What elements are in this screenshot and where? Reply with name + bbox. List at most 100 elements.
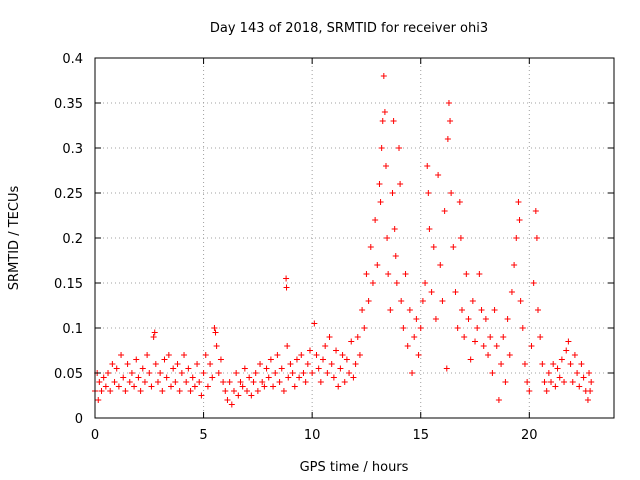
data-point bbox=[511, 262, 518, 268]
data-point bbox=[183, 379, 190, 385]
data-point bbox=[311, 320, 318, 327]
data-point bbox=[135, 374, 142, 381]
data-point bbox=[226, 379, 233, 385]
data-point bbox=[215, 370, 222, 376]
data-point bbox=[419, 298, 426, 304]
data-point bbox=[96, 379, 103, 385]
data-point bbox=[426, 226, 433, 232]
data-point bbox=[588, 379, 595, 385]
data-point bbox=[291, 383, 298, 390]
data-point bbox=[161, 356, 168, 363]
data-point bbox=[365, 298, 372, 304]
data-point bbox=[170, 365, 177, 372]
data-point bbox=[396, 145, 403, 151]
data-point bbox=[545, 370, 552, 376]
data-point bbox=[267, 356, 274, 363]
y-tick-label: 0.3 bbox=[62, 142, 83, 157]
data-point bbox=[356, 352, 363, 358]
data-point bbox=[148, 383, 155, 390]
data-point bbox=[124, 361, 131, 367]
data-point bbox=[270, 383, 277, 390]
data-point bbox=[556, 374, 563, 381]
data-point bbox=[350, 374, 357, 381]
data-point bbox=[478, 307, 485, 313]
data-point bbox=[100, 374, 107, 381]
data-point bbox=[461, 334, 468, 340]
data-point bbox=[118, 352, 125, 358]
data-point bbox=[133, 356, 140, 363]
data-point bbox=[558, 356, 565, 363]
y-tick-label: 0.4 bbox=[62, 52, 83, 67]
y-axis-label: SRMTID / TECUs bbox=[7, 186, 22, 291]
data-point bbox=[571, 352, 578, 358]
data-point bbox=[361, 325, 368, 331]
data-point bbox=[580, 374, 587, 381]
data-point bbox=[519, 325, 526, 331]
data-point bbox=[339, 352, 346, 358]
data-point bbox=[552, 383, 559, 390]
data-point bbox=[406, 307, 413, 313]
data-point bbox=[185, 365, 192, 372]
data-point bbox=[230, 388, 237, 394]
data-point bbox=[447, 118, 454, 124]
data-point bbox=[521, 361, 528, 367]
data-point bbox=[189, 374, 196, 381]
y-tick-label: 0.35 bbox=[54, 97, 83, 112]
data-point bbox=[574, 370, 581, 376]
data-point bbox=[105, 370, 112, 376]
data-point bbox=[504, 316, 511, 322]
data-point bbox=[576, 383, 583, 390]
data-point bbox=[174, 361, 181, 367]
data-point bbox=[376, 181, 383, 187]
data-point bbox=[187, 388, 194, 394]
data-point bbox=[259, 379, 266, 385]
data-point bbox=[411, 334, 418, 340]
data-point bbox=[493, 343, 500, 349]
y-tick-label: 0 bbox=[75, 412, 83, 427]
data-point bbox=[235, 392, 242, 399]
data-point bbox=[131, 383, 138, 390]
data-point bbox=[384, 235, 391, 241]
data-point bbox=[163, 374, 170, 381]
data-point bbox=[424, 163, 431, 169]
data-point bbox=[198, 392, 205, 399]
data-point bbox=[328, 361, 335, 367]
data-point bbox=[178, 370, 185, 376]
data-point bbox=[491, 307, 498, 313]
data-point bbox=[380, 73, 387, 79]
data-point bbox=[404, 343, 411, 349]
data-point bbox=[296, 374, 303, 381]
data-point bbox=[287, 361, 294, 367]
data-point bbox=[241, 365, 248, 372]
data-point bbox=[397, 181, 404, 187]
data-point bbox=[224, 397, 231, 403]
data-point bbox=[207, 361, 214, 367]
data-point bbox=[181, 352, 188, 358]
data-point bbox=[367, 244, 374, 250]
data-point bbox=[250, 379, 257, 385]
data-point bbox=[284, 343, 291, 349]
data-point bbox=[584, 397, 591, 403]
data-point bbox=[233, 370, 240, 376]
data-point bbox=[457, 235, 464, 241]
data-point bbox=[469, 298, 476, 304]
data-point bbox=[283, 275, 290, 282]
data-point bbox=[254, 388, 261, 394]
data-point bbox=[324, 370, 331, 376]
data-point bbox=[485, 352, 492, 358]
data-point bbox=[274, 352, 281, 358]
data-point bbox=[126, 379, 133, 385]
data-point bbox=[378, 145, 385, 151]
data-point bbox=[293, 356, 300, 363]
y-tick-label: 0.2 bbox=[62, 232, 83, 247]
data-point bbox=[563, 347, 570, 354]
data-point bbox=[374, 262, 381, 268]
gridlines bbox=[95, 58, 614, 418]
data-point bbox=[194, 361, 201, 367]
data-point bbox=[444, 136, 451, 142]
data-point bbox=[246, 374, 253, 381]
data-point bbox=[165, 352, 172, 358]
data-point bbox=[533, 235, 540, 241]
data-point bbox=[489, 370, 496, 376]
